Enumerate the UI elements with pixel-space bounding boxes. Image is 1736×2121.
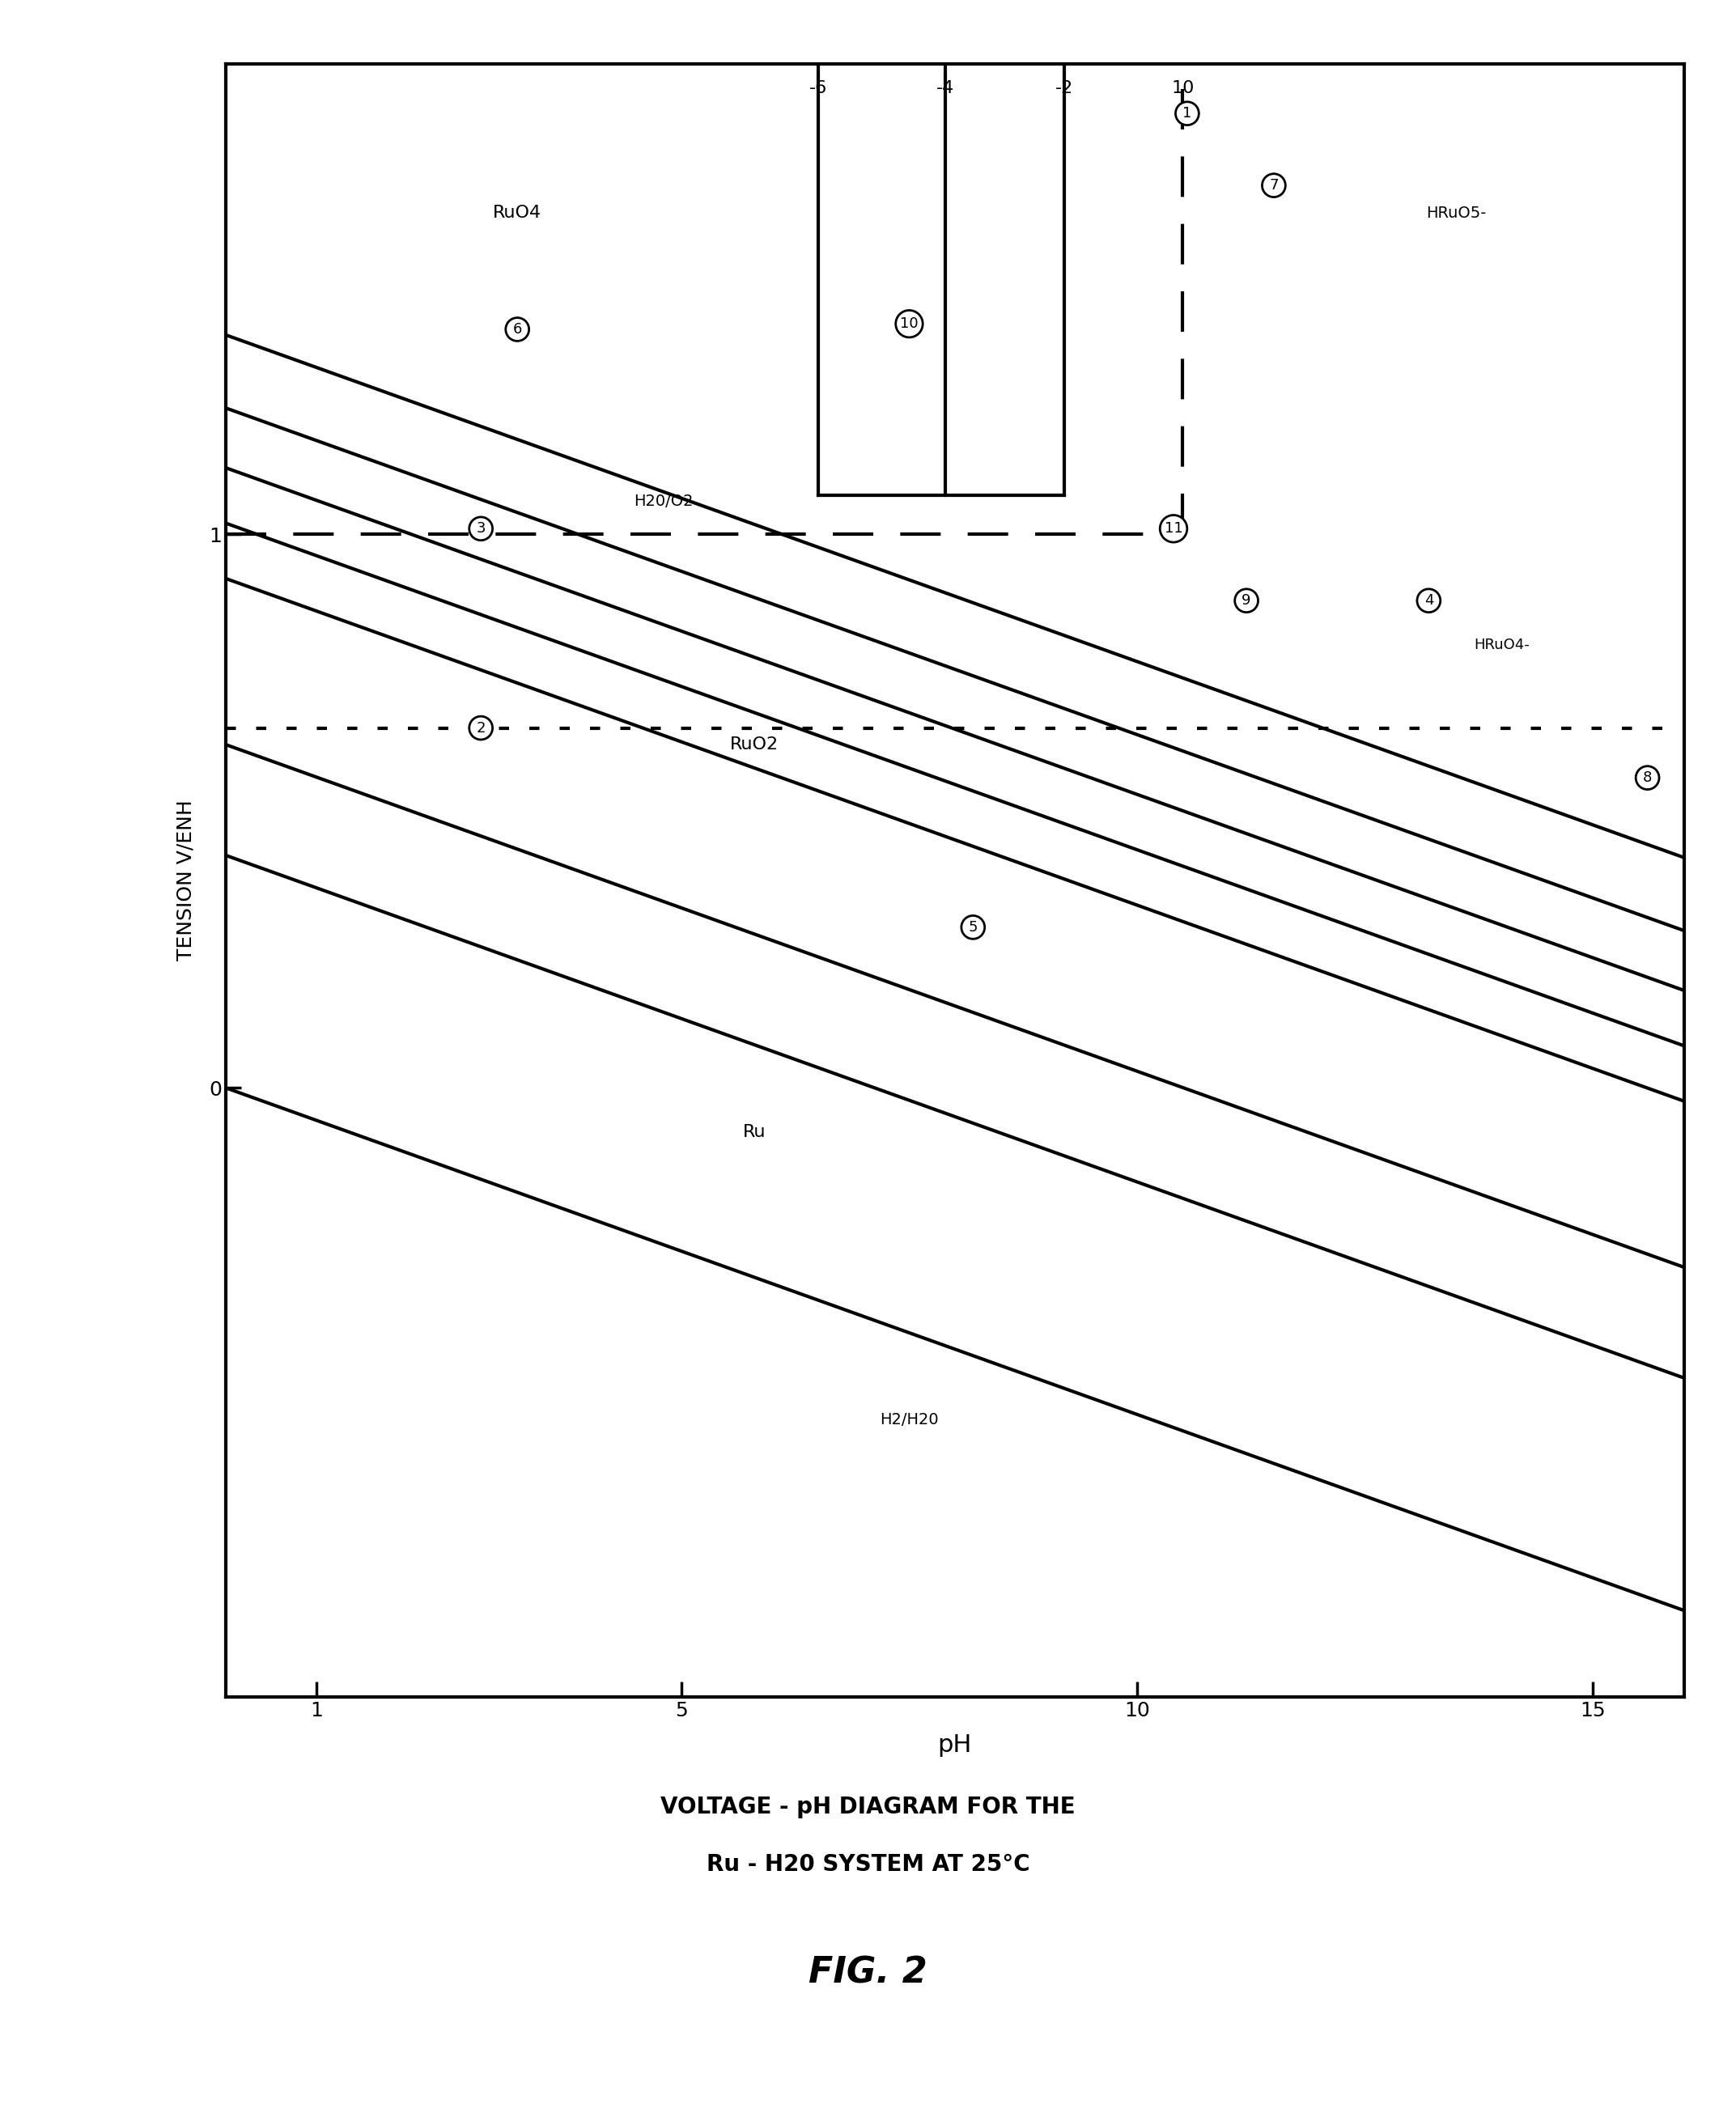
X-axis label: pH: pH: [937, 1733, 972, 1756]
Text: 5: 5: [969, 921, 977, 935]
Text: 4: 4: [1424, 594, 1434, 609]
Text: -2: -2: [1055, 81, 1073, 95]
Text: 7: 7: [1269, 178, 1278, 193]
Text: HRuO4-: HRuO4-: [1474, 638, 1529, 653]
Text: 10: 10: [1172, 81, 1194, 95]
Text: HRuO5-: HRuO5-: [1425, 206, 1486, 221]
Y-axis label: TENSION V/ENH: TENSION V/ENH: [175, 800, 196, 961]
Text: 11: 11: [1165, 522, 1182, 537]
Text: 2: 2: [476, 721, 486, 736]
Text: 1: 1: [1182, 106, 1193, 121]
Text: -6: -6: [809, 81, 826, 95]
Text: H20/O2: H20/O2: [634, 494, 693, 509]
Text: Ru: Ru: [743, 1124, 766, 1141]
Text: 8: 8: [1642, 770, 1653, 785]
Text: -4: -4: [937, 81, 955, 95]
Text: FIG. 2: FIG. 2: [809, 1956, 927, 1989]
Text: RuO4: RuO4: [493, 206, 542, 221]
Text: H2/H20: H2/H20: [880, 1413, 939, 1427]
Text: Ru - H20 SYSTEM AT 25°C: Ru - H20 SYSTEM AT 25°C: [707, 1854, 1029, 1875]
Text: 3: 3: [476, 522, 486, 537]
Text: RuO2: RuO2: [729, 736, 779, 753]
Text: VOLTAGE - pH DIAGRAM FOR THE: VOLTAGE - pH DIAGRAM FOR THE: [661, 1796, 1075, 1818]
Text: 6: 6: [512, 322, 523, 337]
Text: 10: 10: [899, 316, 918, 331]
Text: 9: 9: [1241, 594, 1252, 609]
